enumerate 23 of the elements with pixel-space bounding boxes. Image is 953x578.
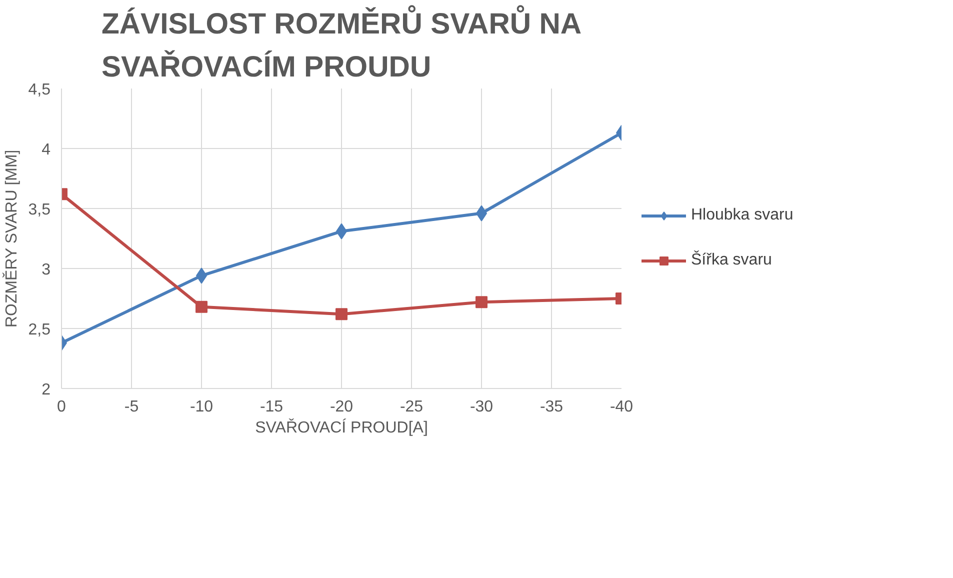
y-tick-label: 2 [42,382,51,398]
x-axis-title: SVAŘOVACÍ PROUD[A] [255,418,428,436]
legend-label: Hloubka svaru [691,206,794,224]
x-tick-label: -35 [540,398,564,416]
x-tick-label: -30 [470,398,494,416]
legend-label: Šířka svaru [691,252,772,270]
point [476,296,488,308]
y-tick-label: 3,5 [28,202,51,218]
x-tick-label: -15 [260,398,284,416]
y-tick-label: 3 [42,262,51,278]
x-tick-label: -5 [124,398,139,416]
x-tick-label: 0 [57,398,66,416]
point [196,300,208,313]
chart-title: ZÁVISLOST ROZMĚRŮ SVARŮ NA SVAŘOVACÍM PROUDU [101,4,582,84]
y-tick-label: 2,5 [28,322,51,338]
x-tick-label: -40 [610,398,634,416]
y-axis-title: ROZMĚRY SVARU [MM] [2,150,20,328]
x-tick-label: -20 [330,398,354,416]
point [336,308,348,320]
x-tick-label: -25 [400,398,424,416]
y-tick-label: 4 [42,142,51,158]
y-tick-label: 4,5 [28,82,51,98]
x-tick-label: -10 [190,398,214,416]
